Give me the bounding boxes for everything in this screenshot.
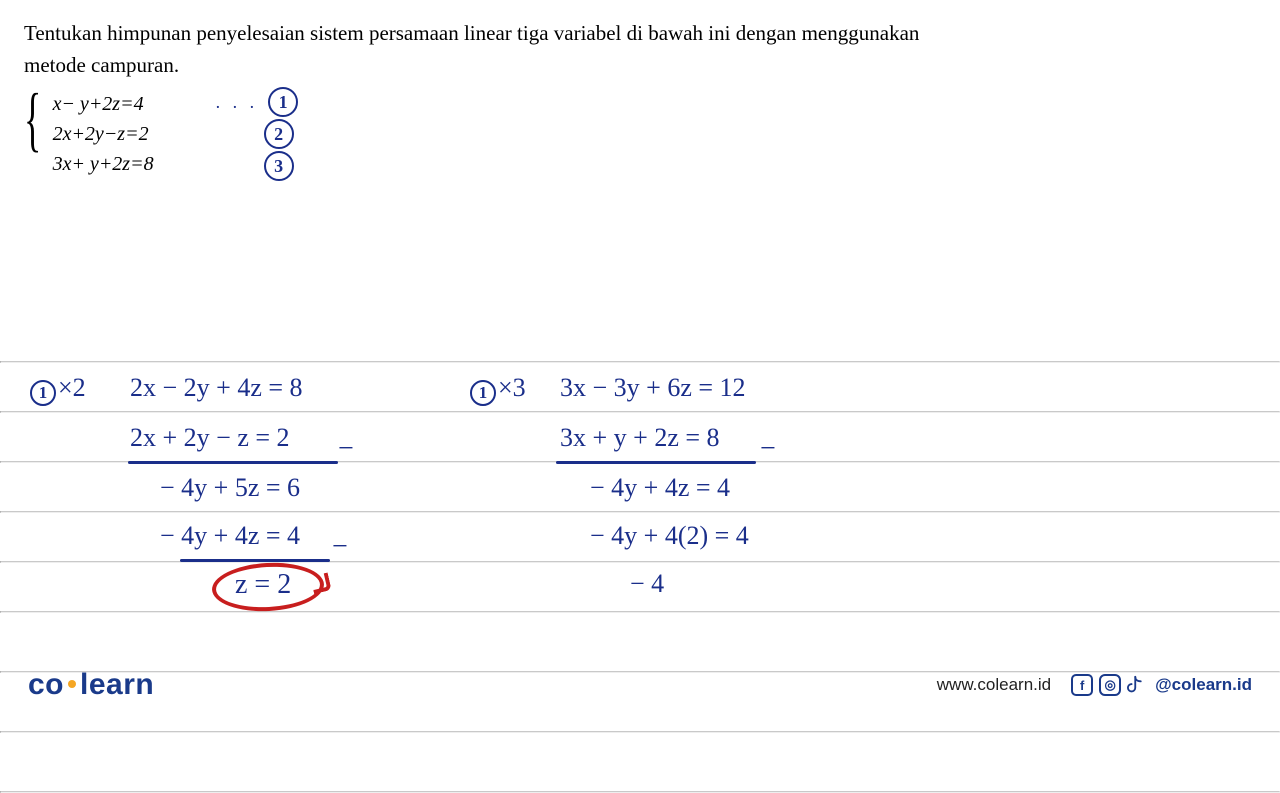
underline-2-icon [180,559,330,562]
hand-left-line-4: − 4y + 4z = 4 [160,521,300,551]
system-of-equations: { x− y+2z=4 2x+2y−z=2 3x+ y+2z=8 . . . 1… [24,87,1256,181]
circled-2-icon: 2 [264,119,294,149]
footer: colearn www.colearn.id f ◎ @colearn.id [0,668,1280,702]
hand-right-line-5: − 4 [630,569,664,599]
hand-left-line-1: 2x − 2y + 4z = 8 [130,373,303,403]
equation-1: x− y+2z=4 [53,89,154,119]
hand-left-line-2: 2x + 2y − z = 2 [130,423,290,453]
left-brace-icon: { [24,87,40,181]
problem-line-1: Tentukan himpunan penyelesaian sistem pe… [24,18,1256,50]
problem-statement: Tentukan himpunan penyelesaian sistem pe… [24,18,1256,81]
equation-2: 2x+2y−z=2 [53,119,154,149]
circled-1-small-icon: 1 [30,380,56,406]
circled-1-icon: 1 [268,87,298,117]
hand-right-line-4: − 4y + 4(2) = 4 [590,521,749,551]
footer-handle: @colearn.id [1155,675,1252,695]
facebook-icon: f [1071,674,1093,696]
hand-right-line-2: 3x + y + 2z = 8 [560,423,720,453]
minus-3-icon: − [760,433,776,465]
tiktok-icon [1127,674,1149,696]
red-circle-icon [211,560,325,614]
hand-right-prefix: 1×3 [470,373,526,406]
minus-2-icon: − [332,531,348,563]
instagram-icon: ◎ [1099,674,1121,696]
logo-learn: learn [80,668,154,701]
hand-right-line-3: − 4y + 4z = 4 [590,473,730,503]
hand-right-line-1: 3x − 3y + 6z = 12 [560,373,746,403]
minus-1-icon: − [338,433,354,465]
underline-1-icon [128,461,338,464]
hand-left-prefix: 1×2 [30,373,86,406]
problem-line-2: metode campuran. [24,50,1256,82]
circled-1-small-right-icon: 1 [470,380,496,406]
footer-url: www.colearn.id [937,675,1051,695]
equation-labels: . . . 1 2 3 [216,87,299,181]
ellipsis-icon: . . . [216,92,259,113]
circled-3-icon: 3 [264,151,294,181]
logo-dot-icon [68,680,76,688]
hand-left-line-3: − 4y + 5z = 6 [160,473,300,503]
equation-3: 3x+ y+2z=8 [53,149,154,179]
logo-co: co [28,668,64,701]
social-group: f ◎ @colearn.id [1071,674,1252,696]
colearn-logo: colearn [28,668,154,702]
underline-3-icon [556,461,756,464]
